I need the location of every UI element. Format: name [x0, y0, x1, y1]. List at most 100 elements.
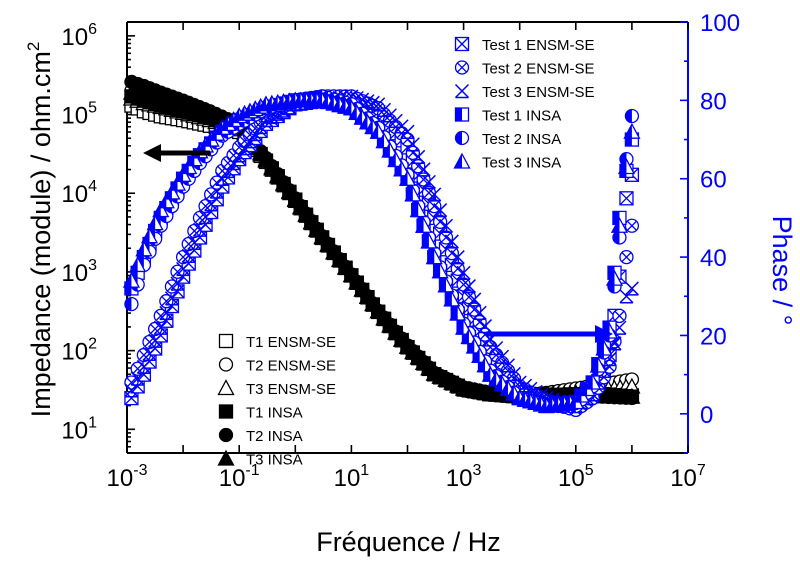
marker-shape — [619, 289, 634, 304]
data-point — [130, 371, 145, 386]
marker-half — [612, 211, 620, 225]
marker-half — [538, 398, 547, 413]
legend-item: Test 3 ENSM-SE — [454, 83, 595, 101]
data-point — [204, 197, 219, 212]
marker-half — [506, 385, 514, 400]
marker-shape — [124, 383, 139, 398]
legend-marker — [454, 60, 470, 75]
marker-cross — [614, 310, 625, 321]
marker-half — [338, 99, 346, 114]
data-point — [460, 328, 478, 345]
data-point — [437, 276, 455, 293]
marker-half — [590, 357, 599, 372]
marker-half — [154, 211, 161, 225]
y-tick-base: 10 — [61, 339, 88, 366]
data-point — [409, 201, 427, 218]
marker-shape — [181, 248, 196, 264]
data-point — [153, 320, 168, 335]
data-point — [624, 218, 640, 233]
data-point — [438, 218, 454, 233]
data-point — [135, 240, 153, 257]
marker-half — [544, 397, 553, 412]
y2-tick-label: 40 — [700, 245, 727, 272]
x-tick-exp: -1 — [245, 462, 259, 479]
data-point — [612, 308, 627, 324]
data-point — [425, 248, 443, 265]
marker-half — [579, 381, 588, 396]
data-point — [427, 199, 442, 214]
data-point — [220, 163, 235, 179]
data-point — [192, 222, 208, 237]
data-point — [420, 232, 438, 249]
marker-half — [124, 297, 132, 311]
marker-shape — [226, 156, 241, 171]
data-point — [427, 187, 442, 202]
y2-tick-label: 20 — [700, 323, 727, 350]
marker-half — [203, 132, 212, 147]
data-point — [465, 337, 483, 354]
arrow-to-right-axis-head — [595, 325, 613, 343]
marker-half — [512, 390, 520, 405]
data-point — [198, 209, 213, 225]
marker-shape — [148, 333, 163, 348]
y-tick-exp: 3 — [88, 257, 97, 274]
marker-half — [276, 94, 284, 109]
data-point — [476, 356, 494, 373]
data-point — [257, 150, 275, 167]
marker-cross — [604, 361, 615, 372]
data-point — [467, 292, 482, 307]
marker-half — [488, 371, 497, 386]
marker-shape — [472, 305, 487, 320]
marker-half — [175, 167, 184, 182]
marker-shape — [450, 250, 465, 265]
marker-shape — [274, 174, 293, 191]
legend-item: Test 3 INSA — [453, 152, 561, 172]
marker-half — [612, 231, 620, 244]
marker-shape — [220, 163, 235, 179]
data-point — [226, 156, 241, 171]
data-point — [605, 269, 624, 286]
marker-half — [394, 161, 402, 176]
marker-shape — [176, 261, 191, 277]
marker-half — [158, 193, 167, 208]
marker-shape — [427, 187, 442, 202]
y-tick-exp: 1 — [88, 414, 97, 431]
marker-half — [382, 143, 390, 158]
marker-half — [264, 95, 272, 110]
x-tick-base: 10 — [446, 465, 473, 492]
marker-half — [376, 133, 385, 148]
y2-tick-label: 60 — [700, 167, 727, 194]
marker-half — [472, 348, 480, 363]
legend-label: Test 1 ENSM-SE — [482, 37, 595, 54]
marker-half — [450, 306, 458, 321]
marker-half — [625, 109, 632, 123]
arrows-group — [143, 144, 613, 343]
marker-half — [410, 202, 419, 217]
marker-cross — [452, 263, 463, 274]
marker-half — [326, 95, 334, 110]
marker-shape — [218, 427, 234, 443]
data-point — [432, 214, 448, 229]
marker-half — [143, 237, 150, 251]
marker-half — [494, 376, 503, 391]
marker-cross — [463, 292, 475, 303]
marker-shape — [456, 265, 471, 281]
x-tick-label: 103 — [446, 462, 482, 492]
data-point — [472, 305, 487, 320]
data-point — [181, 248, 196, 264]
data-point — [449, 304, 467, 321]
legend-item: Test 1 INSA — [454, 107, 561, 125]
x-tick-base: 10 — [334, 465, 361, 492]
data-point — [398, 169, 417, 186]
y-axis-title: Impedance (module) / ohm.cm2 — [24, 42, 56, 418]
y-axis-title-text: Impedance (module) / ohm.cm — [26, 51, 56, 417]
marker-half — [618, 159, 627, 174]
marker-half — [298, 92, 307, 107]
legend-label: Test 3 ENSM-SE — [482, 84, 595, 101]
marker-shape — [153, 320, 168, 335]
legend-item: Test 1 ENSM-SE — [454, 36, 595, 54]
data-point — [438, 230, 454, 245]
marker-half — [332, 97, 340, 112]
marker-half — [444, 291, 452, 306]
